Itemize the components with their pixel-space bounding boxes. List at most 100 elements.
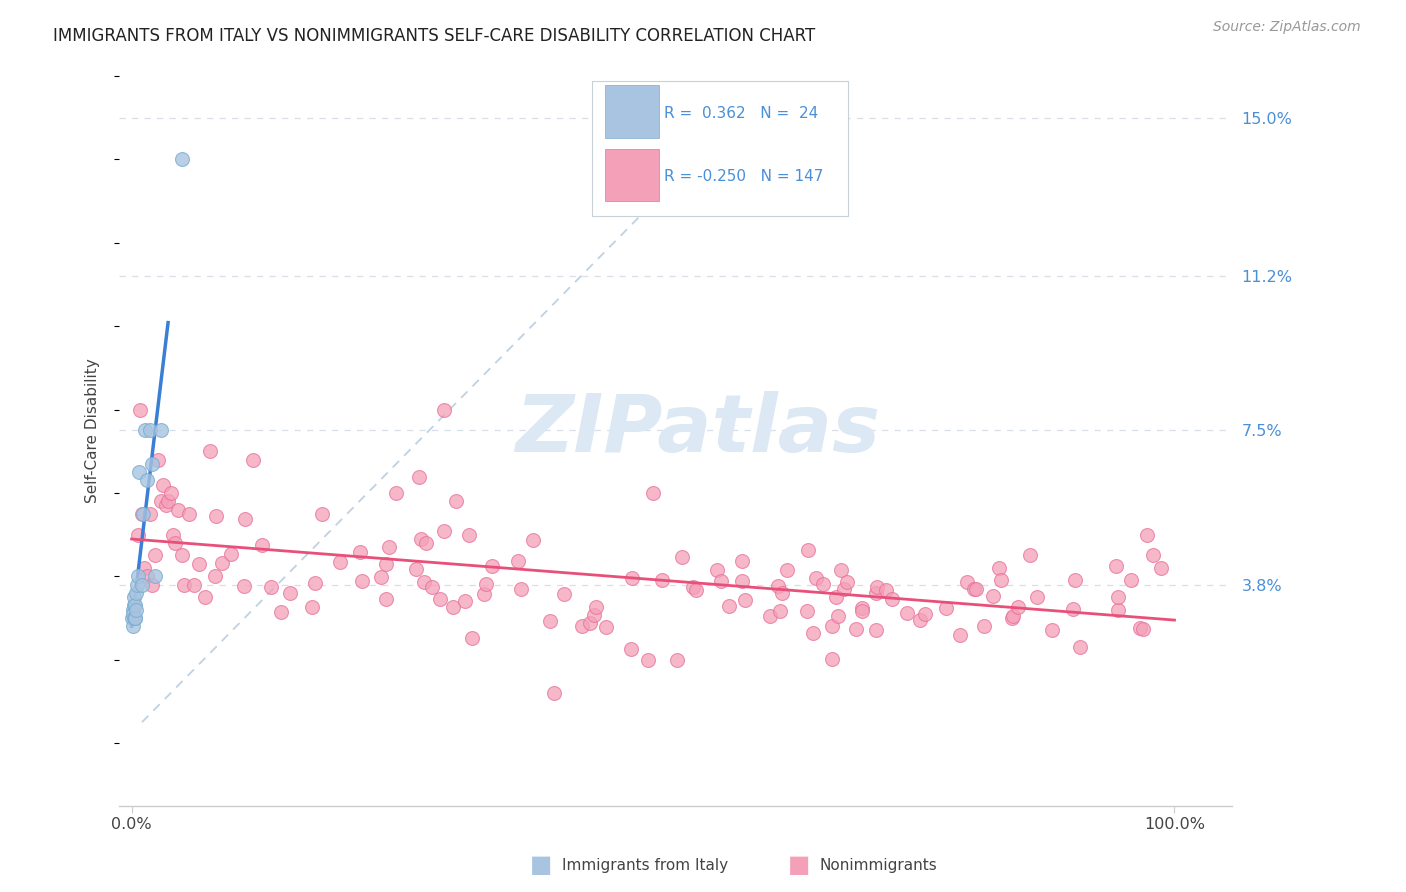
Point (851, 601, 873, 615)
Point (129, 402, 152, 417)
Point (420, 580, 443, 594)
Point (152, 477, 174, 491)
Point (1105, 559, 1128, 574)
Point (124, 611, 146, 625)
Point (454, 593, 477, 607)
Point (731, 554, 754, 568)
Point (797, 543, 820, 558)
Point (1007, 599, 1029, 614)
Point (127, 527, 149, 541)
Point (139, 507, 162, 521)
Point (522, 533, 544, 547)
Point (122, 611, 145, 625)
Point (443, 600, 465, 615)
Point (731, 574, 754, 588)
Point (131, 577, 153, 591)
Point (157, 494, 180, 508)
Point (198, 444, 221, 458)
Point (375, 591, 398, 606)
Point (1107, 603, 1129, 617)
Point (769, 604, 792, 618)
Point (766, 579, 789, 593)
Point (538, 614, 561, 628)
Point (233, 512, 256, 526)
Point (122, 607, 145, 621)
Point (132, 561, 155, 575)
Point (845, 622, 868, 636)
Point (1064, 574, 1087, 588)
Point (776, 563, 799, 577)
Point (131, 507, 153, 521)
Point (825, 590, 848, 604)
Point (682, 580, 704, 594)
Point (378, 540, 401, 554)
Point (205, 509, 228, 524)
Point (128, 465, 150, 479)
Point (136, 569, 159, 583)
Point (579, 615, 602, 630)
Point (981, 590, 1004, 604)
Point (411, 532, 433, 546)
Point (543, 686, 565, 700)
Point (311, 507, 333, 521)
Point (641, 486, 664, 500)
Point (595, 620, 617, 634)
Point (1121, 573, 1143, 587)
Point (211, 556, 233, 570)
Point (132, 507, 155, 521)
Point (770, 585, 793, 599)
Point (865, 623, 887, 637)
Point (167, 502, 190, 516)
Point (170, 549, 193, 563)
Point (301, 600, 323, 615)
Point (965, 582, 987, 597)
Point (146, 452, 169, 467)
FancyBboxPatch shape (606, 149, 659, 202)
Point (457, 528, 479, 542)
Point (508, 554, 530, 568)
Point (827, 608, 849, 623)
Point (173, 577, 195, 591)
Point (124, 599, 146, 613)
Point (374, 557, 396, 571)
Point (329, 555, 352, 569)
Point (122, 599, 145, 613)
Text: R = -0.250   N = 147: R = -0.250 N = 147 (664, 169, 824, 185)
Point (837, 574, 859, 589)
Point (830, 563, 852, 577)
Point (429, 591, 451, 606)
Point (433, 524, 456, 538)
Point (260, 580, 283, 594)
Point (122, 590, 145, 604)
Point (242, 452, 264, 467)
Point (461, 631, 484, 645)
Point (204, 569, 226, 583)
Point (219, 548, 242, 562)
Point (685, 582, 707, 597)
Point (866, 581, 889, 595)
Point (1025, 590, 1047, 604)
Point (472, 587, 495, 601)
Point (481, 559, 503, 574)
Point (571, 619, 593, 633)
Point (1018, 548, 1040, 562)
Point (620, 641, 643, 656)
Point (865, 585, 887, 599)
Text: Source: ZipAtlas.com: Source: ZipAtlas.com (1213, 20, 1361, 34)
Point (796, 604, 818, 618)
Point (963, 582, 986, 597)
Point (125, 577, 148, 591)
Point (121, 611, 143, 625)
Point (136, 474, 159, 488)
Text: R =  0.362   N =  24: R = 0.362 N = 24 (664, 106, 818, 121)
Point (651, 573, 673, 587)
Text: Immigrants from Italy: Immigrants from Italy (562, 858, 728, 872)
FancyBboxPatch shape (606, 85, 659, 137)
Point (896, 606, 918, 620)
Point (162, 527, 184, 541)
Point (134, 423, 156, 437)
Point (233, 579, 256, 593)
Point (349, 544, 371, 558)
Point (1040, 623, 1063, 637)
Point (935, 600, 957, 615)
